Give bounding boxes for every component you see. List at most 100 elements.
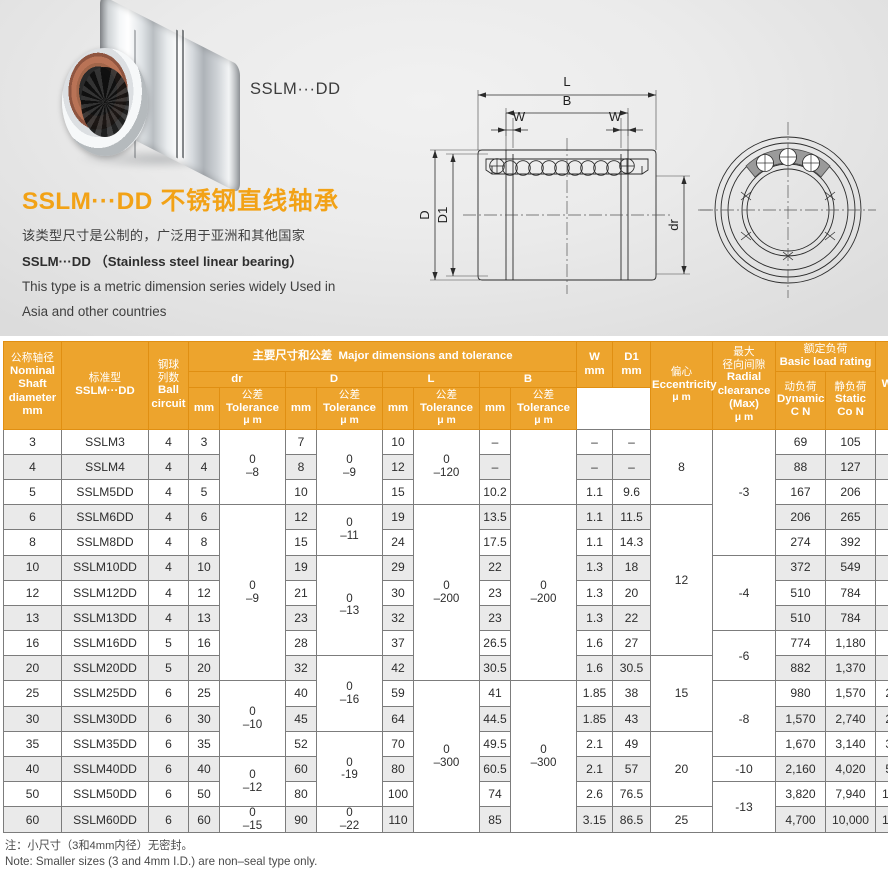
cell-weight: 3.6 [876,479,888,504]
cell-B-tolerance [511,429,577,505]
cell-B-mm: 17.5 [480,530,511,555]
col-radial-clearance: 最大 径向间隙 Radial clearance (Max) μ m [713,342,776,430]
cell-B-mm: 60.5 [480,757,511,782]
cell-nominal-shaft-diameter: 5 [4,479,62,504]
cell-model: SSLM3 [62,429,149,454]
cell-weight: 1.5 [876,429,888,454]
cell-model: SSLM35DD [62,731,149,756]
cell-static-load: 1,570 [826,681,876,706]
cell-W: 1.1 [577,530,613,555]
label-en: Weight [877,378,888,391]
label-cn: 公差 [512,389,575,402]
cell-D1: 20 [613,580,651,605]
cell-static-load: 392 [826,530,876,555]
cell-weight: 83.2 [876,656,888,681]
label-en2: Shaft [5,378,60,391]
cell-W: 1.1 [577,479,613,504]
cell-D1: 38 [613,681,651,706]
cell-D1: 49 [613,731,651,756]
label-en2: circuit [150,398,187,411]
label-unit: mm [5,405,60,418]
cell-ball-circuit: 6 [149,782,189,807]
label-cn: 公差 [221,389,284,402]
cell-W: 1.85 [577,681,613,706]
cell-dr-mm: 10 [189,555,220,580]
tolerance-lower: –9 [317,467,382,480]
cell-D-mm: 21 [286,580,317,605]
dim-label-D1: D1 [435,207,450,224]
cell-D-tolerance: 0-19 [317,731,383,807]
cell-ball-circuit: 4 [149,454,189,479]
col-eccentricity: 偏心 Eccentricity μ m [651,342,713,430]
cell-model: SSLM4 [62,454,149,479]
tolerance-lower: –300 [414,757,479,770]
cell-D-mm: 80 [286,782,317,807]
cell-nominal-shaft-diameter: 10 [4,555,62,580]
col-dr-tolerance: 公差 Tolerance μ m [220,388,286,429]
label-en: SSLM···DD [63,385,147,398]
cell-dr-mm: 3 [189,429,220,454]
table-header: 公称轴径 Nominal Shaft diameter mm 标准型 SSLM·… [4,342,888,430]
footnote-chinese: 注：小尺寸（3和4mm内径）无密封。 [5,838,317,854]
cell-D-mm: 60 [286,757,317,782]
cell-D-tolerance: 0–11 [317,505,383,555]
cell-D1: 14.3 [613,530,651,555]
cell-D1: 22 [613,605,651,630]
cell-ball-circuit: 4 [149,429,189,454]
cell-dynamic-load: 3,820 [776,782,826,807]
cell-weight: 353.1 [876,731,888,756]
col-weight: 重量 Weight (g) [876,342,888,430]
label-en: W [578,351,611,364]
cell-dynamic-load: 88 [776,454,826,479]
dim-label-W-right: W [609,109,622,124]
bearing-product-photo [62,22,252,172]
col-group-D: D [286,371,383,387]
cell-dr-mm: 6 [189,505,220,530]
cell-ball-circuit: 4 [149,555,189,580]
cell-L-tolerance: 0–300 [414,681,480,833]
cell-radial-clearance: -13 [713,782,776,833]
cell-B-mm: 41 [480,681,511,706]
cell-D-mm: 12 [286,505,317,530]
label-cn: 静负荷 [827,381,874,394]
cell-weight: 39.2 [876,605,888,630]
label-unit: μ m [652,392,711,404]
label-unit: μ m [512,415,575,427]
col-group-B: B [480,371,577,387]
cell-B-mm: – [480,429,511,454]
specification-table: 公称轴径 Nominal Shaft diameter mm 标准型 SSLM·… [3,341,888,833]
tolerance-upper: 0 [317,454,382,467]
cell-ball-circuit: 5 [149,656,189,681]
cell-static-load: 206 [826,479,876,504]
cell-eccentricity: 15 [651,656,713,732]
col-dynamic-load: 动负荷 Dynamic C N [776,371,826,429]
col-L-mm: mm [383,388,414,429]
dim-label-D: D [418,210,432,219]
cell-D1: – [613,454,651,479]
label-cn: 标准型 [63,372,147,385]
specification-table-container: 公称轴径 Nominal Shaft diameter mm 标准型 SSLM·… [3,341,885,833]
col-group-major-dimensions: 主要尺寸和公差 Major dimensions and tolerance [189,342,577,372]
cell-eccentricity: 20 [651,731,713,807]
label-en1: Dynamic [777,393,824,406]
label-cn: 公差 [318,389,381,402]
cell-B-mm: 44.5 [480,706,511,731]
cell-dynamic-load: 1,670 [776,731,826,756]
tolerance-upper: 0 [220,769,285,782]
cell-D1: 43 [613,706,651,731]
footnote: 注：小尺寸（3和4mm内径）无密封。 Note: Smaller sizes (… [5,838,317,871]
cell-model: SSLM60DD [62,807,149,833]
cell-nominal-shaft-diameter: 8 [4,530,62,555]
drawing-svg: L B W W D D1 dr [418,58,884,320]
cell-radial-clearance: -4 [713,555,776,631]
tolerance-lower: –13 [317,605,382,618]
cell-L-mm: 29 [383,555,414,580]
tolerance-upper: 0 [317,517,382,530]
cell-nominal-shaft-diameter: 60 [4,807,62,833]
cell-B-mm: 23 [480,605,511,630]
cell-dr-mm: 20 [189,656,220,681]
cell-weight: 27.2 [876,580,888,605]
tolerance-lower: –11 [317,530,382,543]
label-en: Eccentricity [652,379,711,392]
